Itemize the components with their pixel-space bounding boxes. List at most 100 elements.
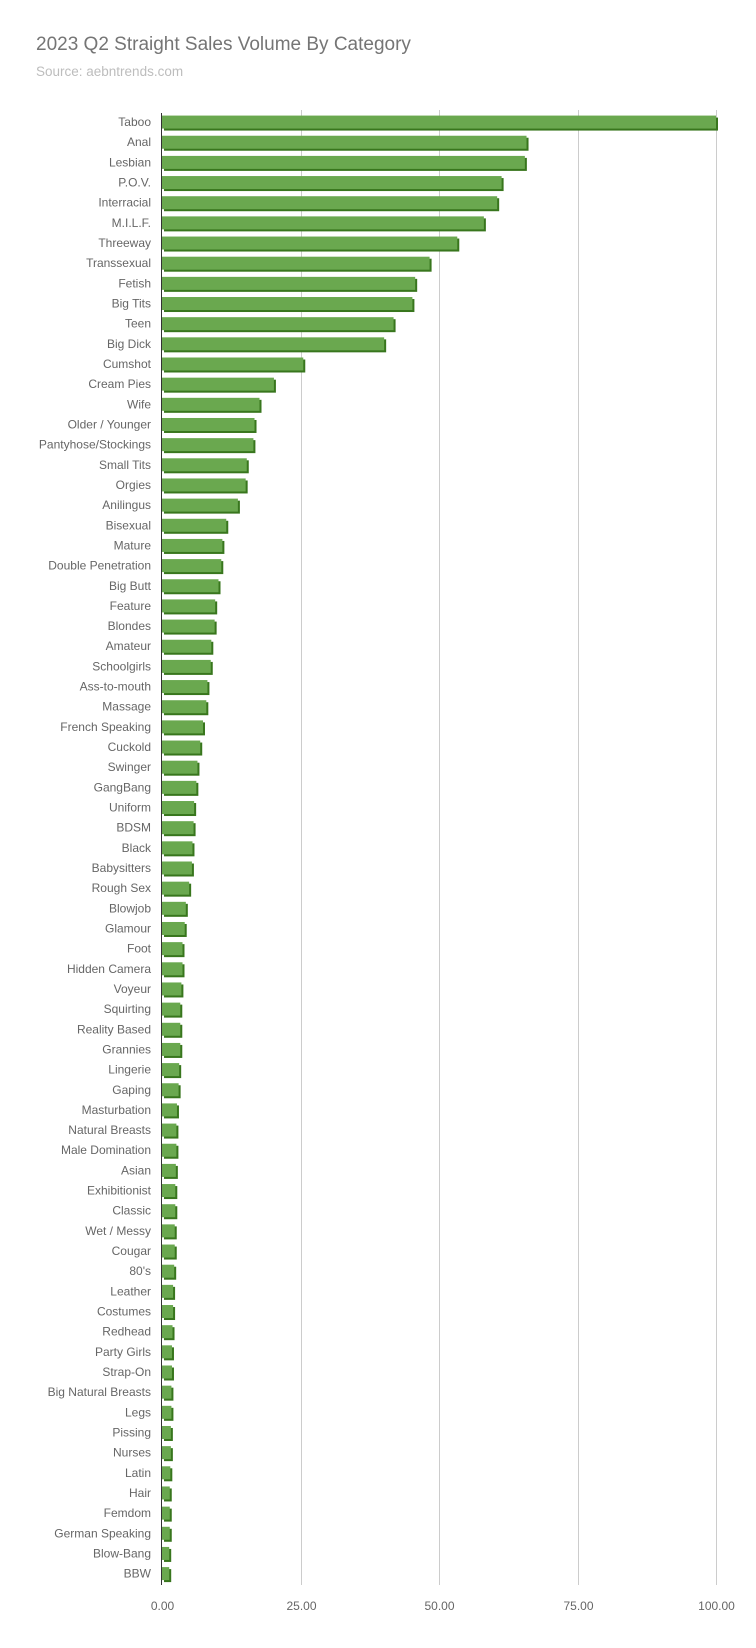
bar	[162, 1345, 174, 1361]
bar-face	[162, 901, 186, 915]
bar	[162, 821, 196, 837]
category-label: Teen	[125, 317, 151, 331]
bar	[162, 1466, 173, 1482]
category-label: Squirting	[104, 1002, 151, 1016]
category-label: Feature	[110, 599, 152, 613]
bar-face	[162, 579, 219, 593]
category-label: Cream Pies	[88, 377, 151, 391]
category-label: German Speaking	[54, 1526, 151, 1540]
bar	[162, 1305, 176, 1321]
category-label: BDSM	[116, 821, 151, 835]
bar-face	[162, 1083, 179, 1097]
bar-face	[162, 559, 222, 573]
bar	[162, 720, 205, 736]
bar	[162, 1365, 174, 1381]
category-label: Party Girls	[95, 1345, 151, 1359]
bar	[162, 216, 486, 232]
bar-face	[162, 720, 203, 734]
bar	[162, 942, 185, 958]
bar-face	[162, 861, 192, 875]
category-labels: Taboo Anal Lesbian P.O.V. Interracial M.I.L.F…	[39, 115, 152, 1581]
category-label: Reality Based	[77, 1022, 151, 1036]
category-label: Cougar	[112, 1244, 151, 1258]
bar	[162, 417, 257, 433]
category-label: French Speaking	[60, 720, 151, 734]
category-label: Lesbian	[109, 155, 151, 169]
category-label: Hidden Camera	[67, 962, 151, 976]
bar-face	[162, 639, 212, 653]
bar	[162, 619, 217, 635]
bar	[162, 1385, 174, 1401]
category-label: P.O.V.	[118, 176, 151, 190]
bar-face	[162, 1224, 175, 1238]
bar-face	[162, 599, 216, 613]
bar-face	[162, 1284, 174, 1298]
bar	[162, 780, 199, 796]
bar	[162, 357, 306, 373]
bar-face	[162, 1184, 176, 1198]
category-label: Big Butt	[109, 579, 152, 593]
bar-face	[162, 236, 458, 250]
category-label: Pantyhose/Stockings	[39, 438, 151, 452]
category-label: 80's	[129, 1264, 151, 1278]
category-label: Big Natural Breasts	[48, 1385, 151, 1399]
bar	[162, 337, 387, 353]
bar	[162, 740, 203, 756]
bar-face	[162, 115, 716, 129]
bar-face	[162, 921, 185, 935]
bar-face	[162, 1446, 171, 1460]
category-label: Anal	[127, 135, 151, 149]
category-label: Blowjob	[109, 901, 151, 915]
bar-face	[162, 135, 527, 149]
category-label: Foot	[127, 942, 152, 956]
category-label: Schoolgirls	[92, 659, 151, 673]
bar	[162, 1123, 179, 1139]
bar-face	[162, 821, 194, 835]
category-label: Uniform	[109, 801, 151, 815]
category-label: Masturbation	[82, 1103, 151, 1117]
bar-face	[162, 518, 227, 532]
bar-face	[162, 216, 484, 230]
category-label: Male Domination	[61, 1143, 151, 1157]
category-label: Glamour	[105, 921, 151, 935]
bar-face	[162, 1063, 180, 1077]
x-tick-label: 100.00	[698, 1599, 735, 1613]
bar	[162, 297, 415, 313]
bar-face	[162, 1345, 172, 1359]
category-label: Swinger	[108, 760, 151, 774]
category-label: Strap-On	[102, 1365, 151, 1379]
bar-face	[162, 1385, 172, 1399]
category-label: Wife	[127, 397, 151, 411]
bar-face	[162, 881, 190, 895]
bar-face	[162, 1405, 172, 1419]
bar-face	[162, 196, 498, 210]
category-label: Massage	[102, 700, 151, 714]
bar	[162, 1224, 177, 1240]
category-label: Big Dick	[107, 337, 152, 351]
bar	[162, 680, 210, 696]
bar-face	[162, 700, 207, 714]
bar	[162, 1244, 177, 1260]
category-label: Exhibitionist	[87, 1184, 152, 1198]
bar	[162, 801, 197, 817]
bar-face	[162, 1103, 177, 1117]
bar	[162, 538, 225, 554]
bar	[162, 377, 276, 393]
bar-face	[162, 1567, 170, 1581]
bar-face	[162, 1163, 176, 1177]
bar-face	[162, 438, 254, 452]
category-label: Threeway	[98, 236, 151, 250]
bar	[162, 1546, 172, 1562]
x-tick-label: 50.00	[424, 1599, 454, 1613]
bar	[162, 639, 214, 655]
bar	[162, 1567, 172, 1583]
bar-face	[162, 1466, 171, 1480]
category-label: Wet / Messy	[85, 1224, 151, 1238]
bar	[162, 1526, 172, 1542]
bar-face	[162, 801, 195, 815]
bar	[162, 1022, 183, 1038]
bar	[162, 155, 527, 171]
bar-face	[162, 619, 215, 633]
bar-face	[162, 357, 304, 371]
bar	[162, 1103, 179, 1119]
